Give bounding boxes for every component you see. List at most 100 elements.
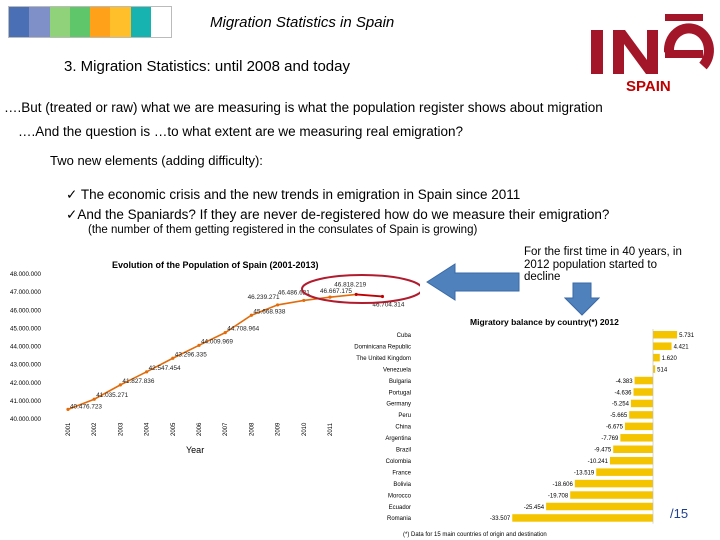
x-tick-label: 2003 [118, 422, 124, 436]
category-label: Bulgaria [389, 379, 412, 385]
text-line-2: ….And the question is …to what extent ar… [18, 124, 463, 139]
page-number: /15 [670, 506, 689, 521]
bar-value-label: -7.769 [601, 436, 619, 442]
logo-macron [665, 14, 703, 21]
data-label: 40.476.723 [70, 403, 102, 410]
category-label: China [395, 425, 411, 431]
x-tick-label: 2002 [92, 422, 98, 436]
data-label: 46.667.175 [320, 288, 352, 295]
data-label: 43.296.335 [175, 351, 207, 358]
y-tick-label: 42.000.000 [10, 380, 42, 387]
bullet-2-text: And the Spaniards? If they are never de-… [77, 207, 610, 222]
bar [624, 422, 653, 431]
category-label: Germany [386, 402, 411, 408]
bar [634, 376, 653, 385]
category-label: Morocco [388, 493, 412, 499]
population-decline-line [356, 293, 383, 298]
bar-value-label: 514 [657, 367, 668, 373]
color-strip-swatch [150, 7, 171, 37]
section-subtitle: 3. Migration Statistics: until 2008 and … [64, 58, 350, 75]
down-arrow-icon [564, 282, 600, 316]
category-label: Peru [398, 413, 411, 419]
data-label: 41.035.271 [96, 392, 128, 399]
data-label: 46.818.219 [334, 281, 366, 288]
x-tick-label: 2011 [328, 422, 334, 436]
check-icon: ✓ [66, 207, 78, 222]
data-label: 42.547.454 [149, 365, 181, 372]
bar-value-label: 4.421 [674, 344, 690, 350]
bar [609, 456, 653, 465]
data-point [171, 356, 175, 360]
logo-n-shape [613, 30, 658, 74]
x-tick-label: 2004 [145, 422, 151, 436]
category-label: Romania [387, 516, 412, 522]
bar [653, 353, 660, 362]
data-point [276, 303, 280, 307]
color-strip-swatch [69, 7, 90, 37]
bar-value-label: -6.675 [606, 425, 624, 431]
bar-value-label: -25.454 [524, 505, 545, 511]
data-point [354, 292, 358, 297]
y-tick-label: 44.000.000 [10, 344, 42, 351]
bar [574, 479, 653, 488]
bar-value-label: 1.620 [662, 356, 678, 362]
data-point [223, 331, 227, 335]
bar-value-label: -10.241 [588, 459, 609, 465]
data-label: 46.704.314 [372, 301, 404, 308]
consulate-note: (the number of them getting registered i… [88, 224, 478, 236]
bullet-1: ✓ The economic crisis and the new trends… [66, 187, 520, 203]
bar [546, 502, 653, 511]
data-point [92, 397, 96, 401]
x-axis-label: Year [186, 445, 204, 455]
x-tick-label: 2006 [197, 422, 203, 436]
x-tick-label: 2008 [249, 422, 255, 436]
data-label: 45.668.938 [253, 308, 285, 315]
data-label: 46.239.271 [248, 294, 280, 301]
data-point [328, 295, 332, 299]
data-point [66, 407, 70, 411]
category-label: Bolivia [393, 482, 411, 488]
left-arrow-icon [426, 263, 520, 301]
bar-value-label: -4.636 [615, 390, 633, 396]
bar-value-label: -19.708 [548, 493, 569, 499]
y-tick-label: 45.000.000 [10, 325, 42, 332]
category-label: Cuba [397, 333, 412, 339]
bar [653, 342, 672, 350]
bar-value-label: -9.475 [594, 448, 612, 454]
color-strip-swatch [130, 7, 151, 37]
color-strip [8, 6, 172, 38]
logo-e-arc [663, 23, 714, 70]
category-label: Dominicana Republic [354, 344, 411, 350]
category-label: Argentina [385, 436, 411, 442]
x-tick-label: 2009 [276, 422, 282, 436]
y-tick-label: 47.000.000 [10, 289, 42, 296]
logo-e-bar [665, 50, 703, 58]
data-point [380, 294, 384, 299]
ine-logo [591, 14, 714, 74]
color-strip-swatch [49, 7, 70, 37]
bar-chart-title: Migratory balance by country(*) 2012 [470, 317, 619, 327]
bar-value-label: 5.731 [679, 333, 695, 339]
category-label: Ecuador [389, 505, 411, 511]
bar [630, 399, 653, 408]
bar [620, 434, 653, 442]
x-tick-label: 2010 [302, 422, 308, 436]
data-label: 44.009.969 [201, 338, 233, 345]
bar-value-label: -4.383 [616, 379, 634, 385]
population-series-line [67, 293, 357, 411]
x-tick-label: 2007 [223, 422, 229, 436]
category-label: Portugal [389, 390, 411, 396]
bar-value-label: -5.665 [610, 413, 628, 419]
population-line-chart: Evolution of the Population of Spain (20… [10, 260, 420, 455]
bar [596, 468, 653, 476]
check-icon: ✓ [66, 187, 81, 202]
data-label: 44.708.964 [227, 326, 259, 333]
category-label: The United Kingdom [356, 356, 411, 362]
line-chart-title: Evolution of the Population of Spain (20… [112, 260, 319, 270]
category-label: Colombia [386, 459, 412, 465]
y-tick-label: 43.000.000 [10, 362, 42, 369]
bar [653, 331, 678, 339]
bar [629, 411, 653, 419]
logo-i-bar [591, 30, 603, 74]
y-tick-label: 48.000.000 [10, 271, 42, 278]
